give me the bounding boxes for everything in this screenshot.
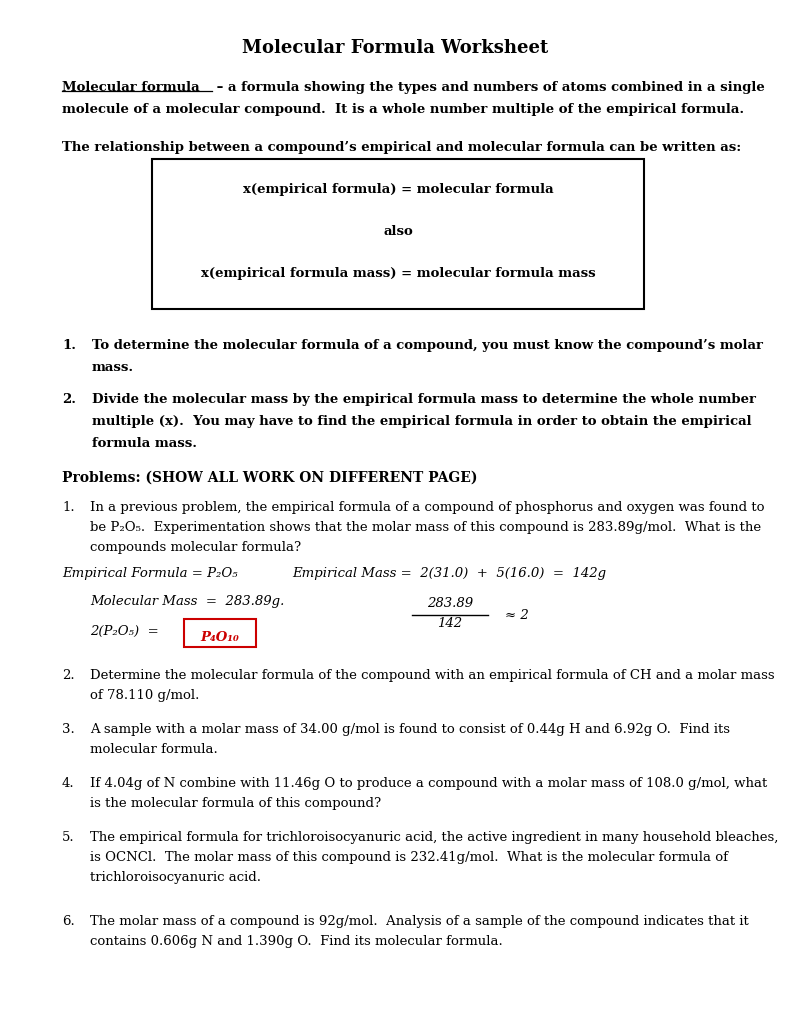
Text: The empirical formula for trichloroisocyanuric acid, the active ingredient in ma: The empirical formula for trichloroisocy… [90, 831, 778, 844]
Text: 142: 142 [437, 617, 463, 630]
Text: To determine the molecular formula of a compound, you must know the compound’s m: To determine the molecular formula of a … [92, 339, 763, 352]
Text: 2(P₂O₅)  =: 2(P₂O₅) = [90, 625, 159, 638]
Text: 3.: 3. [62, 723, 75, 736]
Text: formula mass.: formula mass. [92, 437, 197, 450]
Text: 2.: 2. [62, 393, 76, 406]
Text: 4.: 4. [62, 777, 74, 790]
Text: is the molecular formula of this compound?: is the molecular formula of this compoun… [90, 797, 381, 810]
Text: also: also [383, 225, 413, 238]
Text: x(empirical formula) = molecular formula: x(empirical formula) = molecular formula [243, 183, 554, 196]
Text: 6.: 6. [62, 915, 75, 928]
Text: Molecular Mass  =  283.89g.: Molecular Mass = 283.89g. [90, 595, 285, 608]
Text: molecular formula.: molecular formula. [90, 743, 218, 756]
Text: 1.: 1. [62, 501, 74, 514]
Text: A sample with a molar mass of 34.00 g/mol is found to consist of 0.44g H and 6.9: A sample with a molar mass of 34.00 g/mo… [90, 723, 730, 736]
Text: Molecular Formula Worksheet: Molecular Formula Worksheet [242, 39, 549, 57]
Text: compounds molecular formula?: compounds molecular formula? [90, 541, 301, 554]
Text: contains 0.606g N and 1.390g O.  Find its molecular formula.: contains 0.606g N and 1.390g O. Find its… [90, 935, 503, 948]
Text: Empirical Mass =  2(31.0)  +  5(16.0)  =  142g: Empirical Mass = 2(31.0) + 5(16.0) = 142… [292, 567, 606, 580]
Text: ≈ 2: ≈ 2 [505, 609, 528, 622]
Text: of 78.110 g/mol.: of 78.110 g/mol. [90, 689, 199, 702]
Text: 2.: 2. [62, 669, 74, 682]
Text: Determine the molecular formula of the compound with an empirical formula of CH : Determine the molecular formula of the c… [90, 669, 774, 682]
Text: 283.89: 283.89 [427, 597, 473, 610]
Text: molecule of a molecular compound.  It is a whole number multiple of the empirica: molecule of a molecular compound. It is … [62, 103, 744, 116]
Text: Molecular formula: Molecular formula [62, 81, 199, 94]
Text: Divide the molecular mass by the empirical formula mass to determine the whole n: Divide the molecular mass by the empiric… [92, 393, 756, 406]
Text: x(empirical formula mass) = molecular formula mass: x(empirical formula mass) = molecular fo… [201, 267, 596, 280]
Text: Problems: (SHOW ALL WORK ON DIFFERENT PAGE): Problems: (SHOW ALL WORK ON DIFFERENT PA… [62, 471, 478, 485]
Text: If 4.04g of N combine with 11.46g O to produce a compound with a molar mass of 1: If 4.04g of N combine with 11.46g O to p… [90, 777, 767, 790]
Text: is OCNCl.  The molar mass of this compound is 232.41g/mol.  What is the molecula: is OCNCl. The molar mass of this compoun… [90, 851, 728, 864]
Text: In a previous problem, the empirical formula of a compound of phosphorus and oxy: In a previous problem, the empirical for… [90, 501, 764, 514]
Text: Empirical Formula = P₂O₅: Empirical Formula = P₂O₅ [62, 567, 237, 580]
Bar [184, 618, 256, 647]
Text: mass.: mass. [92, 361, 134, 374]
Text: – a formula showing the types and numbers of atoms combined in a single: – a formula showing the types and number… [212, 81, 765, 94]
Text: The molar mass of a compound is 92g/mol.  Analysis of a sample of the compound i: The molar mass of a compound is 92g/mol.… [90, 915, 749, 928]
Text: 5.: 5. [62, 831, 74, 844]
Text: trichloroisocyanuric acid.: trichloroisocyanuric acid. [90, 871, 261, 884]
Text: 1.: 1. [62, 339, 76, 352]
Text: be P₂O₅.  Experimentation shows that the molar mass of this compound is 283.89g/: be P₂O₅. Experimentation shows that the … [90, 521, 761, 534]
Bar [152, 159, 644, 309]
Text: The relationship between a compound’s empirical and molecular formula can be wri: The relationship between a compound’s em… [62, 141, 741, 154]
Text: P₄O₁₀: P₄O₁₀ [201, 631, 240, 644]
Text: multiple (x).  You may have to find the empirical formula in order to obtain the: multiple (x). You may have to find the e… [92, 415, 751, 428]
